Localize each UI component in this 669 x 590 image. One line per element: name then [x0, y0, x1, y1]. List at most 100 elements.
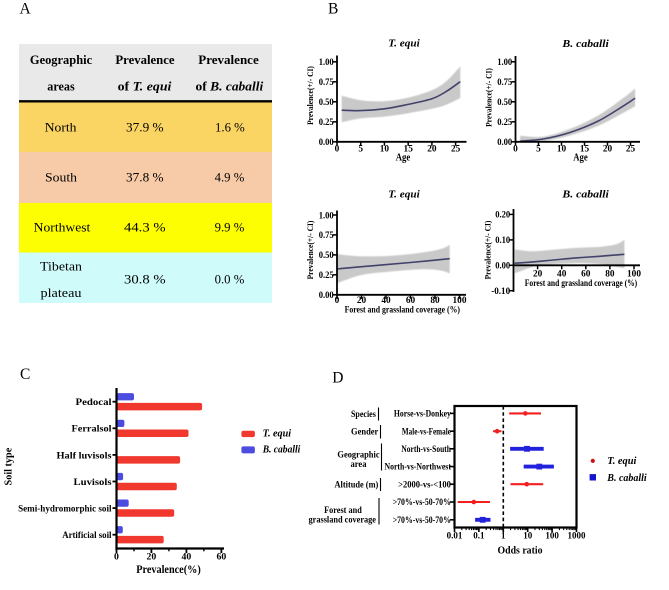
svg-text:0.00: 0.00 [497, 138, 512, 148]
svg-text:4.9 %: 4.9 % [215, 171, 245, 185]
svg-text:T. equi: T. equi [388, 189, 419, 201]
svg-text:1: 1 [501, 531, 506, 541]
svg-text:Odds ratio: Odds ratio [498, 546, 543, 557]
svg-text:20: 20 [533, 270, 543, 280]
svg-text:0.00: 0.00 [319, 138, 334, 148]
svg-text:Prevalence(%): Prevalence(%) [136, 564, 201, 576]
svg-text:B. caballi: B. caballi [561, 189, 608, 201]
svg-text:Prevalence: Prevalence [115, 53, 175, 67]
svg-text:0: 0 [335, 296, 340, 306]
svg-text:C: C [20, 366, 30, 383]
svg-text:Prevalence: Prevalence [198, 53, 259, 67]
svg-text:Soil type: Soil type [3, 448, 15, 486]
svg-text:area: area [351, 459, 367, 469]
svg-text:20: 20 [427, 144, 437, 154]
svg-text:0.50: 0.50 [497, 98, 512, 108]
svg-text:Artificial soil: Artificial soil [62, 531, 112, 541]
svg-text:15: 15 [580, 144, 590, 154]
svg-text:60: 60 [217, 552, 227, 563]
svg-text:Male-vs-Female: Male-vs-Female [402, 426, 451, 436]
svg-text:5: 5 [536, 144, 541, 154]
svg-text:0.1: 0.1 [473, 531, 485, 541]
svg-text:D: D [332, 370, 343, 387]
svg-text:0.50: 0.50 [319, 98, 334, 108]
svg-text:plateau: plateau [41, 286, 83, 300]
svg-text:1.00: 1.00 [319, 58, 334, 68]
svg-text:B. caballi: B. caballi [262, 445, 301, 456]
svg-text:0: 0 [114, 552, 119, 563]
svg-text:Luvisols: Luvisols [74, 478, 112, 488]
svg-text:B: B [328, 1, 338, 18]
svg-text:A: A [20, 1, 32, 18]
svg-text:40: 40 [557, 270, 567, 280]
svg-text:1.00: 1.00 [319, 211, 334, 221]
svg-text:grassland coverage: grassland coverage [309, 515, 377, 525]
svg-text:>70%-vs-50-70%: >70%-vs-50-70% [393, 497, 451, 507]
svg-text:100: 100 [627, 270, 641, 280]
svg-text:100: 100 [453, 296, 467, 306]
svg-text:20: 20 [357, 296, 367, 306]
svg-text:-0.10: -0.10 [491, 287, 510, 297]
svg-text:Gender: Gender [351, 427, 378, 437]
svg-text:0.0 %: 0.0 % [215, 273, 245, 287]
svg-text:Altitude (m): Altitude (m) [335, 480, 379, 490]
svg-text:T. equi: T. equi [388, 38, 419, 50]
svg-text:Geographic: Geographic [30, 53, 93, 67]
svg-text:44.3 %: 44.3 % [124, 221, 166, 235]
svg-text:40: 40 [381, 296, 391, 306]
svg-text:North-vs-South: North-vs-South [401, 444, 451, 454]
svg-text:T. equi: T. equi [263, 428, 292, 439]
svg-text:40: 40 [182, 552, 192, 563]
svg-text:Forest and grassland coverage: Forest and grassland coverage (%) [345, 305, 460, 316]
svg-text:Northwest: Northwest [34, 221, 91, 235]
svg-text:100: 100 [545, 531, 559, 541]
svg-text:T. equi: T. equi [607, 456, 636, 467]
svg-text:Tibetan: Tibetan [40, 260, 83, 274]
svg-text:15: 15 [404, 144, 414, 154]
svg-text:20: 20 [603, 144, 613, 154]
svg-text:Prevalence(+/- CI): Prevalence(+/- CI) [485, 68, 494, 127]
svg-text:Prevalence(+/- CI): Prevalence(+/- CI) [306, 66, 315, 125]
svg-text:20: 20 [147, 552, 157, 563]
svg-text:1.00: 1.00 [497, 58, 512, 68]
svg-text:Prevalence(+/- CI): Prevalence(+/- CI) [306, 220, 315, 279]
svg-text:1.6 %: 1.6 % [215, 121, 245, 135]
svg-text:0.25: 0.25 [319, 271, 334, 281]
svg-text:of B. caballi: of B. caballi [196, 80, 264, 94]
svg-text:0: 0 [513, 144, 518, 154]
svg-text:60: 60 [581, 270, 591, 280]
svg-text:Half luvisols: Half luvisols [57, 451, 112, 461]
svg-text:0.75: 0.75 [497, 78, 512, 88]
svg-text:0.25: 0.25 [497, 118, 512, 128]
svg-text:Forest and grassland coverage: Forest and grassland coverage (%) [525, 278, 637, 289]
svg-text:25: 25 [626, 144, 636, 154]
svg-text:0.01: 0.01 [447, 531, 463, 541]
svg-text:30.8 %: 30.8 % [124, 273, 166, 287]
svg-text:37.9 %: 37.9 % [126, 121, 164, 135]
svg-text:Pedocal: Pedocal [76, 398, 112, 408]
svg-text:25: 25 [451, 144, 461, 154]
svg-text:5: 5 [358, 144, 363, 154]
svg-text:Horse-vs-Donkey: Horse-vs-Donkey [394, 409, 451, 419]
svg-text:Forest and: Forest and [324, 505, 362, 515]
svg-text:60: 60 [406, 296, 416, 306]
svg-text:80: 80 [430, 296, 440, 306]
svg-text:North: North [45, 121, 77, 135]
svg-text:0.75: 0.75 [319, 231, 334, 241]
svg-text:37.8 %: 37.8 % [126, 171, 164, 185]
svg-text:0.20: 0.20 [495, 211, 510, 221]
svg-text:0: 0 [335, 144, 340, 154]
svg-text:10: 10 [557, 144, 567, 154]
svg-text:B. caballi: B. caballi [561, 38, 608, 50]
svg-text:B. caballi: B. caballi [606, 473, 646, 484]
svg-text:South: South [45, 171, 78, 185]
svg-text:Geographic: Geographic [337, 450, 379, 460]
svg-text:0.25: 0.25 [319, 118, 334, 128]
svg-text:9.9 %: 9.9 % [215, 221, 245, 235]
svg-text:0.10: 0.10 [495, 236, 510, 246]
svg-text:10: 10 [523, 531, 533, 541]
svg-text:0.50: 0.50 [319, 251, 334, 261]
svg-text:>2000-vs-<100: >2000-vs-<100 [398, 479, 451, 489]
svg-text:Species: Species [351, 409, 376, 419]
svg-text:Prevalence(+/- CI): Prevalence(+/- CI) [484, 220, 493, 279]
